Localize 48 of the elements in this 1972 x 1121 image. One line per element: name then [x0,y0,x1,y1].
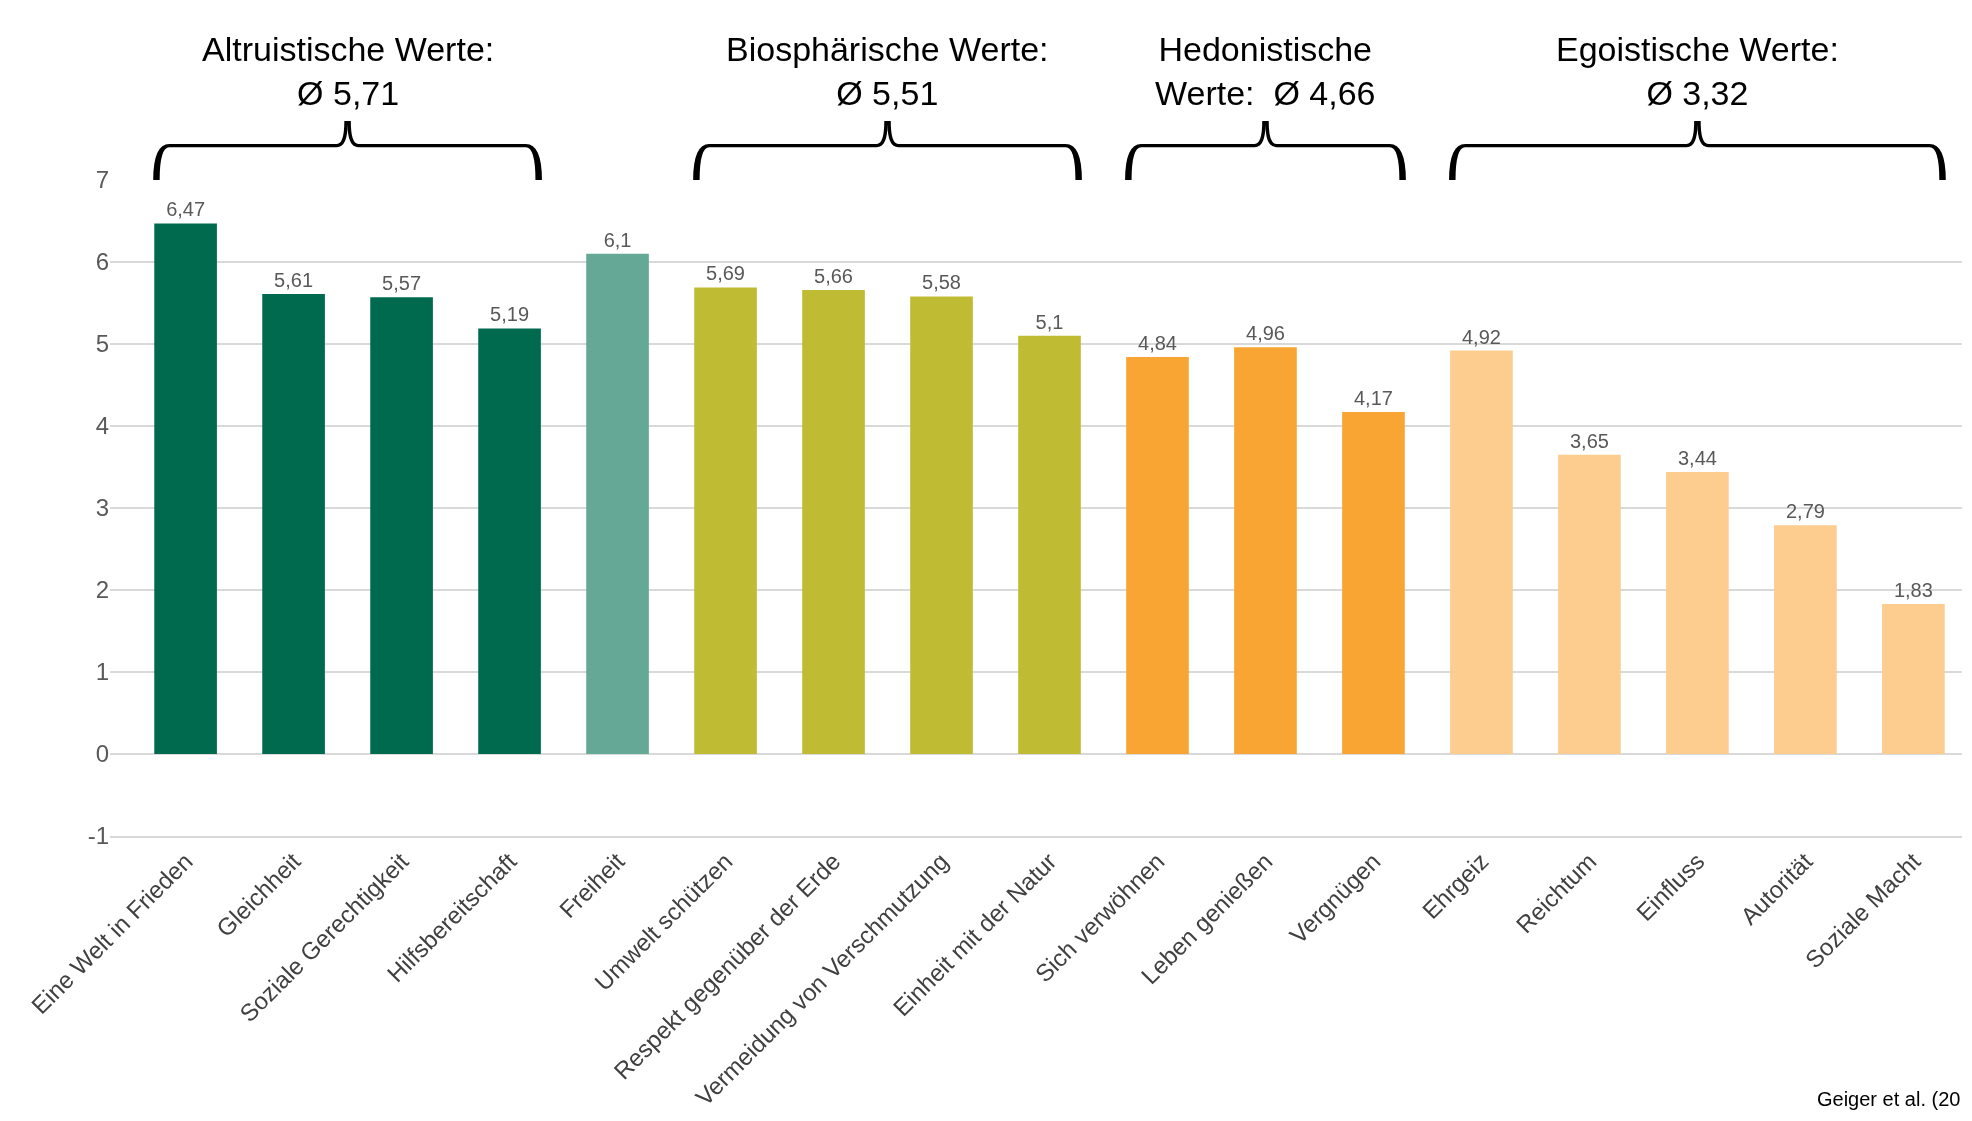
bar [694,287,757,754]
text: Biosphärische Werte: Ø 5,51 [726,30,1049,113]
bar [1882,603,1945,754]
bar [1234,347,1297,754]
bar [478,328,541,754]
bar [1558,454,1621,754]
y-tick-label: 5 [95,330,109,358]
data-label: 4,17 [1354,387,1393,410]
bar [154,223,217,754]
data-label: 5,1 [1035,310,1064,333]
bar [910,296,973,754]
bar [1018,335,1081,754]
data-label: 4,96 [1246,322,1285,345]
data-label: 5,66 [814,264,853,287]
y-tick-label: 1 [95,658,109,686]
data-label: 6,1 [603,228,632,251]
bar [802,289,865,754]
bar [1342,412,1405,754]
data-label: 1,83 [1893,578,1933,601]
bar [1450,350,1513,754]
data-label: 2,79 [1785,500,1825,523]
data-label: 5,19 [490,303,530,326]
data-label: 3,65 [1569,429,1609,452]
bar [1774,525,1837,754]
y-tick-label: 3 [95,494,109,522]
y-tick-label: 7 [95,166,109,194]
text: Hedonistische Werte: Ø 4,66 [1155,30,1376,113]
y-tick-label: 6 [95,248,109,276]
y-tick-label: 4 [95,412,109,440]
data-label: 5,58 [922,271,961,294]
bar [586,253,649,754]
text: Egoistische Werte: Ø 3,32 [1556,30,1839,113]
text: Altruistische Werte: Ø 5,71 [202,30,495,113]
text: Geiger et al. (20 [1817,1088,1961,1110]
data-label: 5,57 [382,272,422,295]
bar [1126,357,1189,754]
data-label: 4,84 [1138,332,1177,355]
y-tick-label: 2 [95,576,109,604]
data-label: 3,44 [1677,446,1717,469]
data-label: 4,92 [1461,325,1501,348]
data-label: 6,47 [166,198,206,221]
y-tick-label: -1 [87,822,109,850]
data-label: 5,61 [274,268,314,291]
bar [1666,471,1729,754]
bar [370,297,433,754]
bar [262,293,325,754]
y-tick-label: 0 [95,740,109,768]
data-label: 5,69 [706,262,745,285]
